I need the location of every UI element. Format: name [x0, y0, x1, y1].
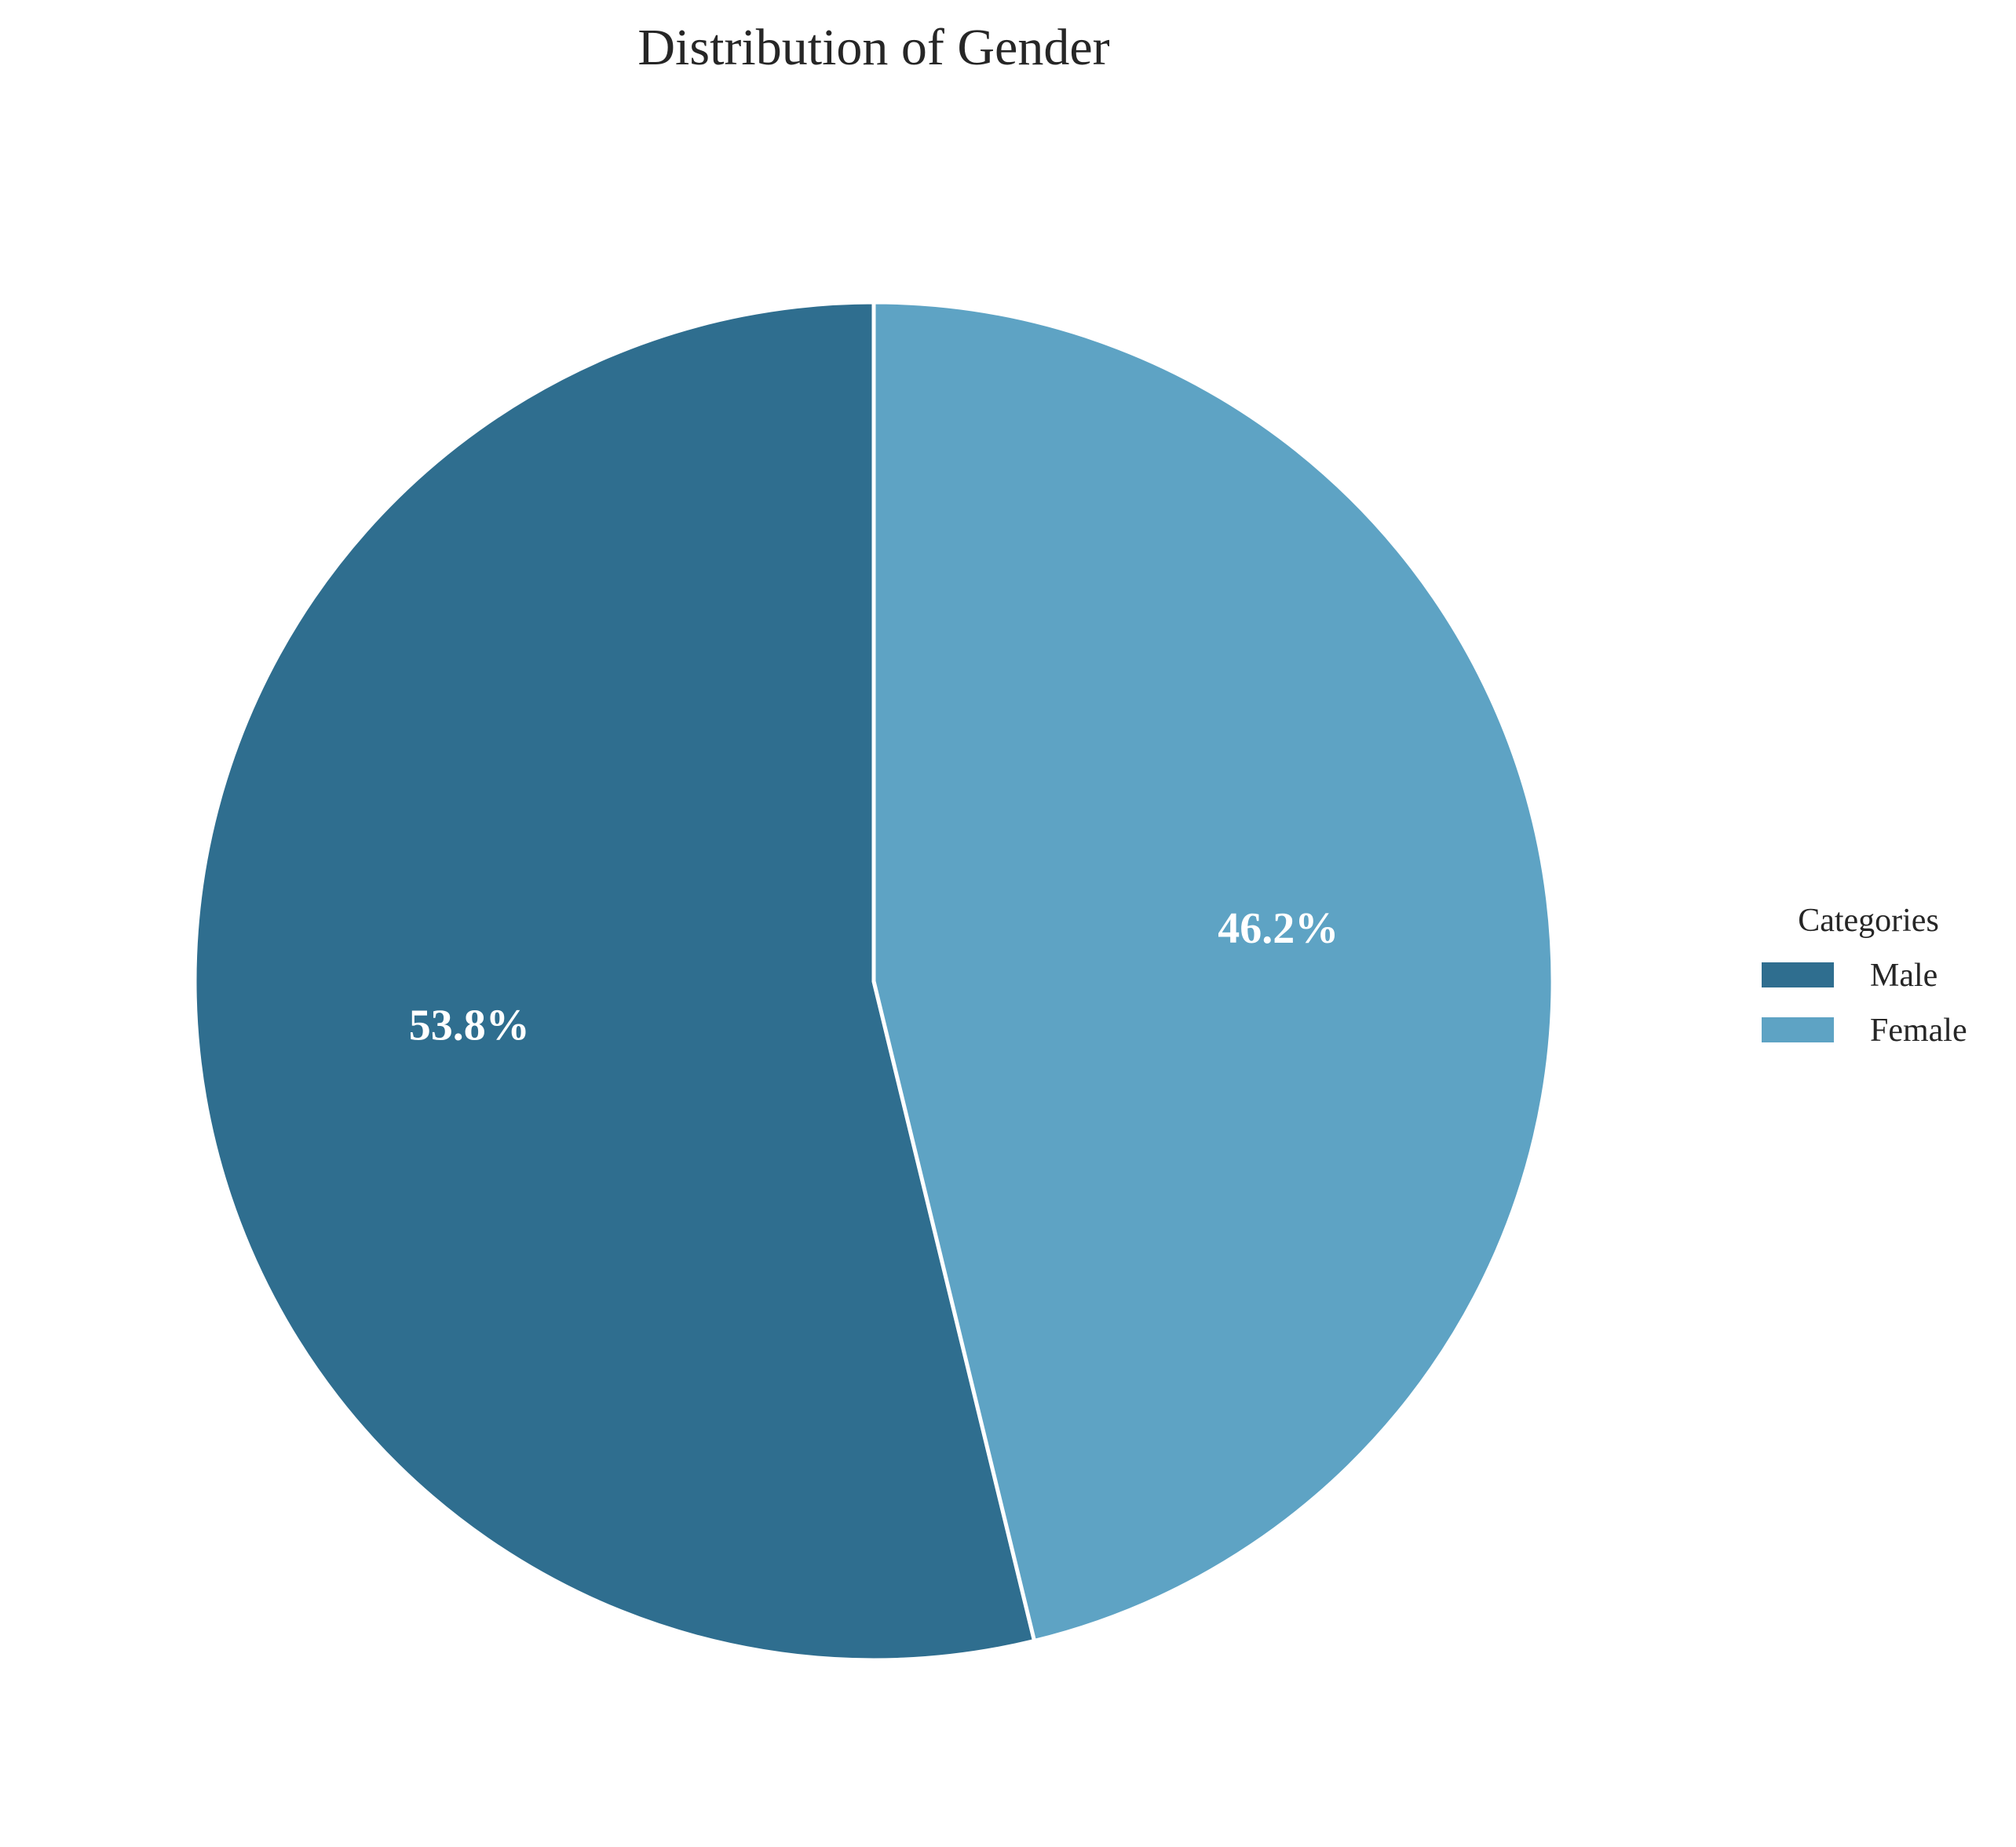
legend-label-female: Female [1870, 1013, 1967, 1049]
legend-items: Male Female [1762, 958, 1967, 1049]
chart-title: Distribution of Gender [637, 19, 1109, 76]
legend: Categories Male Female [1762, 903, 1967, 1049]
pie-slice-male [192, 300, 1037, 1663]
pie-slice-female [871, 300, 1555, 1643]
legend-swatch-female [1762, 1017, 1834, 1042]
pie-slice-labels: 53.8% 46.2% [409, 904, 1339, 1050]
legend-label-male: Male [1870, 958, 1937, 994]
legend-title: Categories [1798, 903, 1939, 939]
slice-label-female: 46.2% [1218, 904, 1339, 953]
legend-swatch-male [1762, 962, 1834, 987]
slice-label-male: 53.8% [409, 1002, 530, 1050]
pie-slices [192, 300, 1555, 1663]
